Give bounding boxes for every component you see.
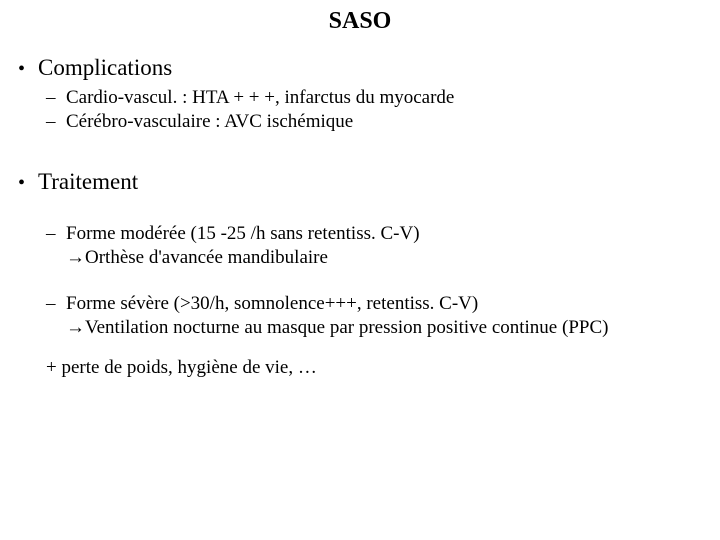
bullet-icon: • [18,172,38,195]
dash-icon: – [46,293,66,315]
list-item-text: Cardio-vascul. : HTA + + +, infarctus du… [66,87,454,109]
section-complications: • Complications [18,55,720,81]
list-item-arrow: →Orthèse d'avancée mandibulaire [66,247,720,269]
list-item-text: Cérébro-vasculaire : AVC ischémique [66,111,353,133]
list-item: – Cérébro-vasculaire : AVC ischémique [46,111,720,133]
bullet-icon: • [18,58,38,81]
section-heading: Traitement [38,169,138,195]
section-heading: Complications [38,55,172,81]
dash-icon: – [46,87,66,109]
list-item: – Cardio-vascul. : HTA + + +, infarctus … [46,87,720,109]
dash-icon: – [46,111,66,133]
dash-icon: – [46,223,66,245]
slide-title: SASO [0,8,720,35]
list-item: – Forme modérée (15 -25 /h sans retentis… [46,223,720,245]
plus-line: + perte de poids, hygiène de vie, … [46,357,720,379]
list-item-text: Forme sévère (>30/h, somnolence+++, rete… [66,293,478,315]
list-item: – Forme sévère (>30/h, somnolence+++, re… [46,293,720,315]
section-traitement: • Traitement [18,169,720,195]
list-item-arrow: →Ventilation nocturne au masque par pres… [66,317,720,339]
list-item-text: Forme modérée (15 -25 /h sans retentiss.… [66,223,420,245]
